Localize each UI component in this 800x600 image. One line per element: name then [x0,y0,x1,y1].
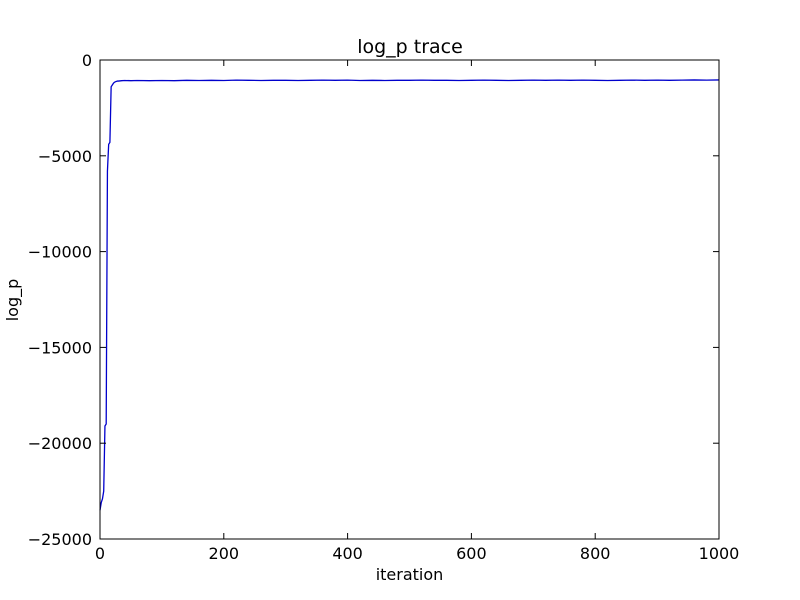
y-tick-label: −25000 [28,530,92,549]
x-tick-label: 1000 [699,544,740,563]
chart-title: log_p trace [357,36,463,58]
y-tick-label: −10000 [28,243,92,262]
x-tick-label: 400 [332,544,363,563]
x-tick-label: 200 [209,544,240,563]
y-tick-label: −5000 [38,147,92,166]
x-tick-label: 0 [95,544,105,563]
plot-area: 0 200 400 600 800 1000 0 −5000 −10000 −15000 −2000… [28,51,740,563]
x-tick-label: 800 [580,544,611,563]
y-tick-label: −20000 [28,434,92,453]
series-line-0 [99,79,720,511]
plot-frame [99,59,720,540]
y-tick-label: 0 [82,51,92,70]
y-axis-label: log_p [3,279,23,322]
y-tick-label: −15000 [28,338,92,357]
x-tick-label: 600 [456,544,487,563]
x-axis-label: iteration [376,565,444,584]
